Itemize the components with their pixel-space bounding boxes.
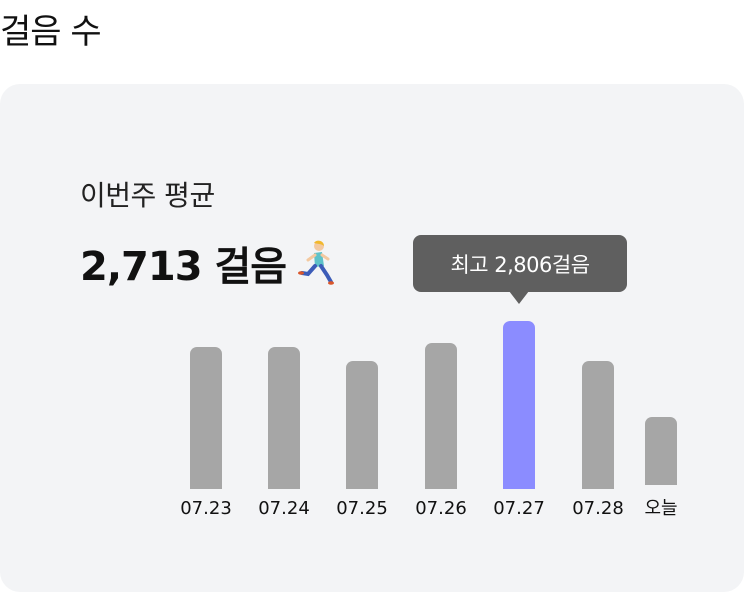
bar-6[interactable] bbox=[645, 417, 677, 485]
weekly-average-label: 이번주 평균 bbox=[80, 179, 215, 212]
max-steps-tooltip: 최고 2,806걸음 bbox=[413, 235, 627, 292]
bar-label-6: 오늘 bbox=[644, 498, 678, 519]
weekly-average-value: 2,713 걸음 bbox=[80, 244, 287, 290]
bar-4[interactable] bbox=[503, 321, 535, 489]
bar-label-4: 07.27 bbox=[493, 498, 545, 519]
steps-card: 이번주 평균 2,713 걸음 최고 2,806걸음 07.23 07.24 07.… bbox=[0, 84, 744, 592]
tooltip-arrow bbox=[509, 291, 529, 304]
weekly-average-row: 2,713 걸음 bbox=[80, 234, 335, 292]
running-woman-icon bbox=[298, 240, 335, 286]
bar-1[interactable] bbox=[268, 347, 300, 489]
bar-2[interactable] bbox=[346, 361, 378, 489]
bar-label-5: 07.28 bbox=[572, 498, 624, 519]
bar-3[interactable] bbox=[425, 343, 457, 489]
bar-label-0: 07.23 bbox=[180, 498, 232, 519]
bar-label-2: 07.25 bbox=[336, 498, 388, 519]
page-title: 걸음 수 bbox=[0, 12, 102, 52]
bar-label-1: 07.24 bbox=[258, 498, 310, 519]
bar-5[interactable] bbox=[582, 361, 614, 489]
bar-label-3: 07.26 bbox=[415, 498, 467, 519]
bar-0[interactable] bbox=[190, 347, 222, 489]
